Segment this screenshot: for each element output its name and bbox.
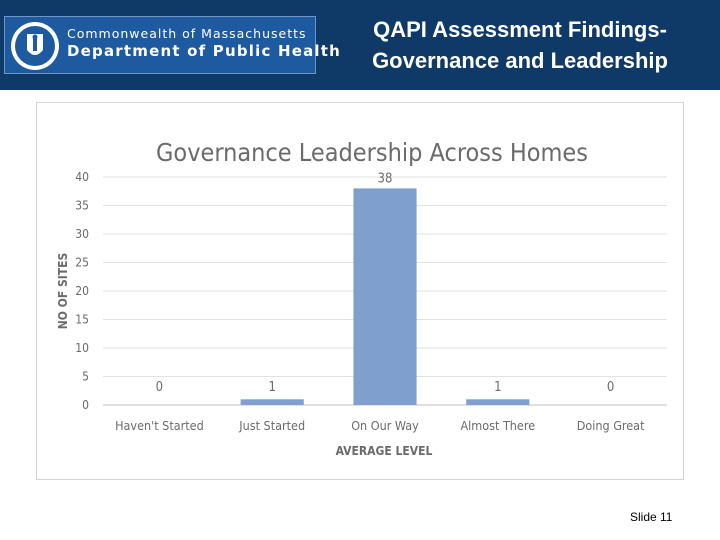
x-tick-label: On Our Way [351, 418, 419, 433]
y-axis-ticks: 0 5 10 15 20 25 30 35 40 [75, 170, 89, 412]
x-tick-label: Doing Great [577, 418, 645, 433]
logo-text-department: Department of Public Health [67, 42, 342, 60]
slide-number: Slide 11 [630, 510, 673, 524]
x-axis-ticks: Haven't Started Just Started On Our Way Alm… [115, 418, 645, 433]
y-tick-label: 10 [75, 341, 89, 355]
dph-logo: Commonwealth of Massachusetts Department… [4, 16, 340, 74]
slide-title-line2: Governance and Leadership [372, 48, 668, 73]
y-tick-label: 25 [75, 256, 89, 270]
x-axis-label: AVERAGE LEVEL [336, 444, 433, 458]
bar-data-label: 1 [268, 380, 275, 395]
y-tick-label: 40 [75, 170, 89, 184]
bar-data-label: 0 [156, 380, 163, 395]
y-tick-label: 20 [75, 284, 89, 298]
chart-title: Governance Leadership Across Homes [156, 138, 588, 167]
logo-text-commonwealth: Commonwealth of Massachusetts [67, 26, 307, 41]
bar-data-label: 1 [494, 380, 501, 395]
x-tick-label: Just Started [238, 418, 305, 433]
bar [353, 188, 417, 405]
y-tick-label: 0 [82, 398, 89, 412]
data-labels: 0 1 38 1 0 [156, 171, 615, 395]
x-tick-label: Almost There [460, 418, 535, 433]
y-tick-label: 30 [75, 227, 89, 241]
x-tick-label: Haven't Started [115, 418, 204, 433]
bar-data-label: 0 [607, 380, 614, 395]
slide-header: Commonwealth of Massachusetts Department… [0, 0, 720, 90]
bar-data-label: 38 [378, 171, 393, 186]
state-seal-icon [11, 22, 59, 70]
slide-title-line1: QAPI Assessment Findings- [373, 17, 667, 42]
y-tick-label: 35 [75, 199, 89, 213]
y-tick-label: 5 [82, 370, 89, 384]
bar [466, 399, 530, 405]
y-axis-label: NO OF SITES [56, 253, 70, 330]
chart-bars [240, 188, 530, 405]
bar [240, 399, 304, 405]
slide-title: QAPI Assessment Findings- Governance and… [330, 14, 710, 76]
bar-chart: Governance Leadership Across Homes 05101… [56, 138, 667, 458]
y-tick-label: 15 [75, 313, 89, 327]
chart-frame: Governance Leadership Across Homes 0 5 10 1… [36, 102, 684, 480]
